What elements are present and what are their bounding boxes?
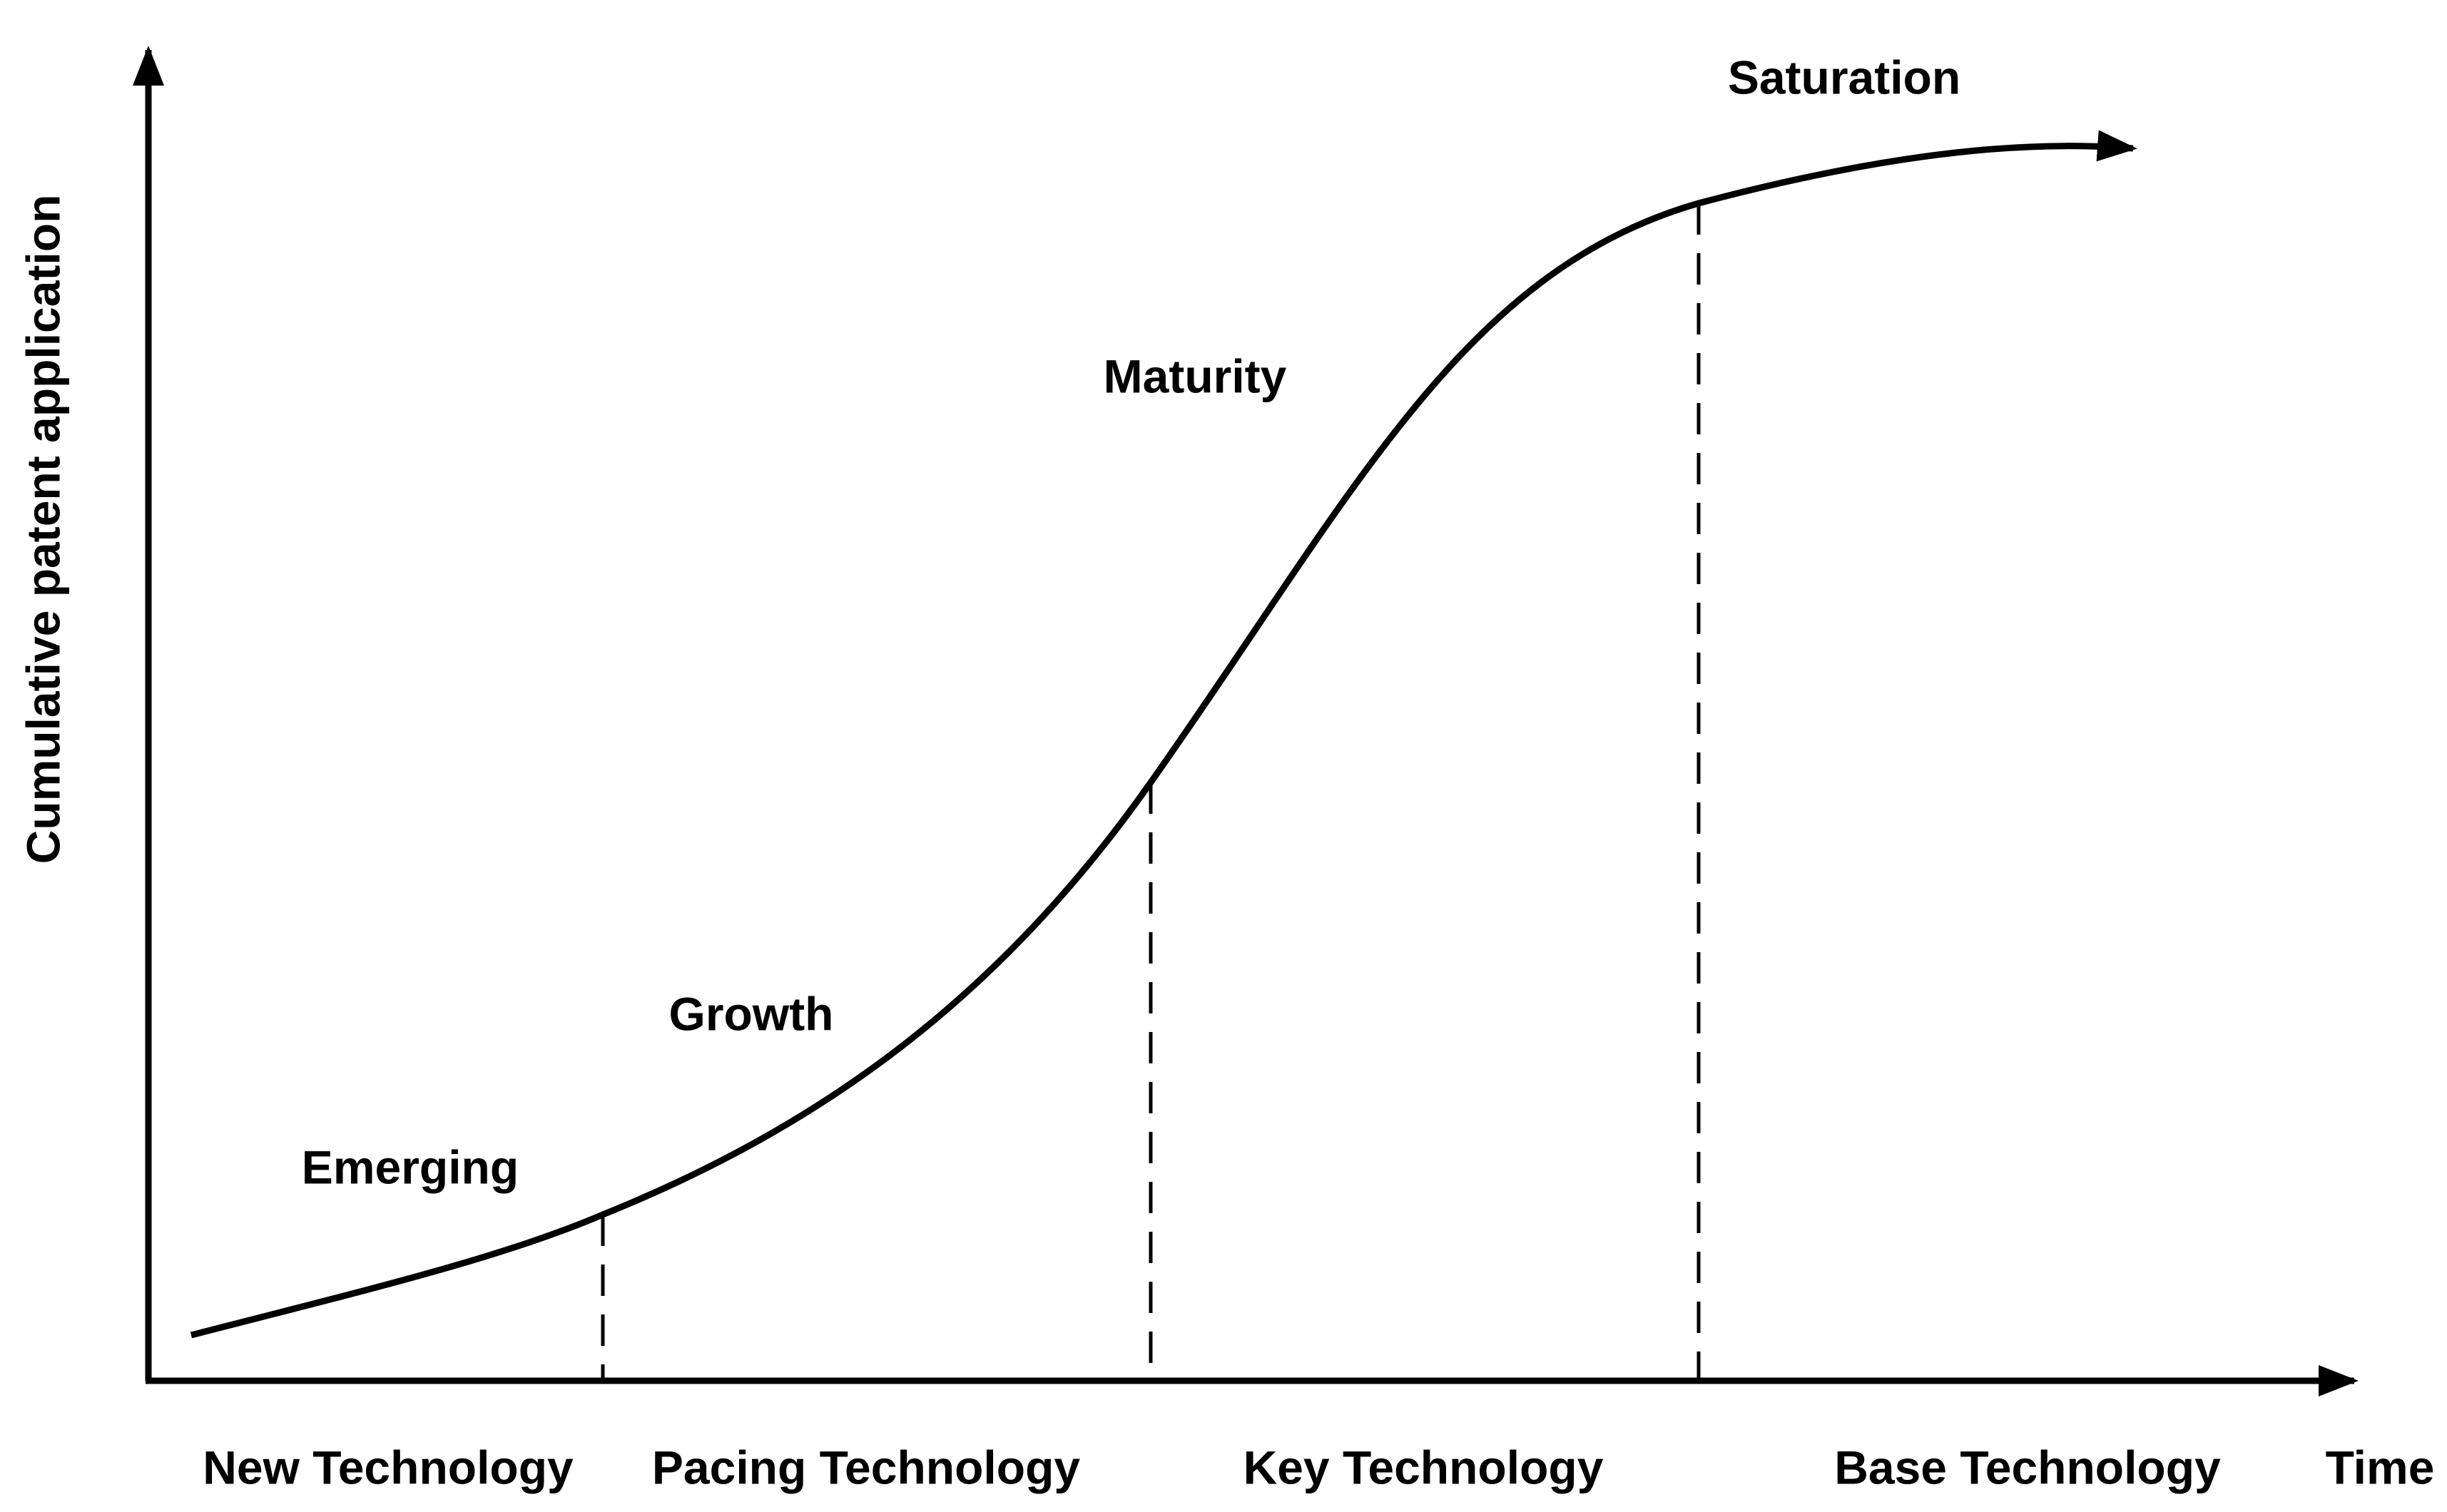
stage-label: Emerging xyxy=(302,1140,519,1193)
stage-label: Growth xyxy=(669,987,834,1040)
y-axis-label: Cumulative patent application xyxy=(16,195,69,864)
s-curve xyxy=(190,130,2137,1339)
stage-label: Saturation xyxy=(1728,51,1960,103)
technology-label: Base Technology xyxy=(1834,1441,2221,1493)
stage-label: Maturity xyxy=(1104,349,1287,402)
technology-label: Pacing Technology xyxy=(652,1441,1080,1493)
technology-label: New Technology xyxy=(203,1441,574,1493)
technology-label: Key Technology xyxy=(1243,1441,1604,1493)
x-axis-label: Time xyxy=(2326,1441,2435,1493)
